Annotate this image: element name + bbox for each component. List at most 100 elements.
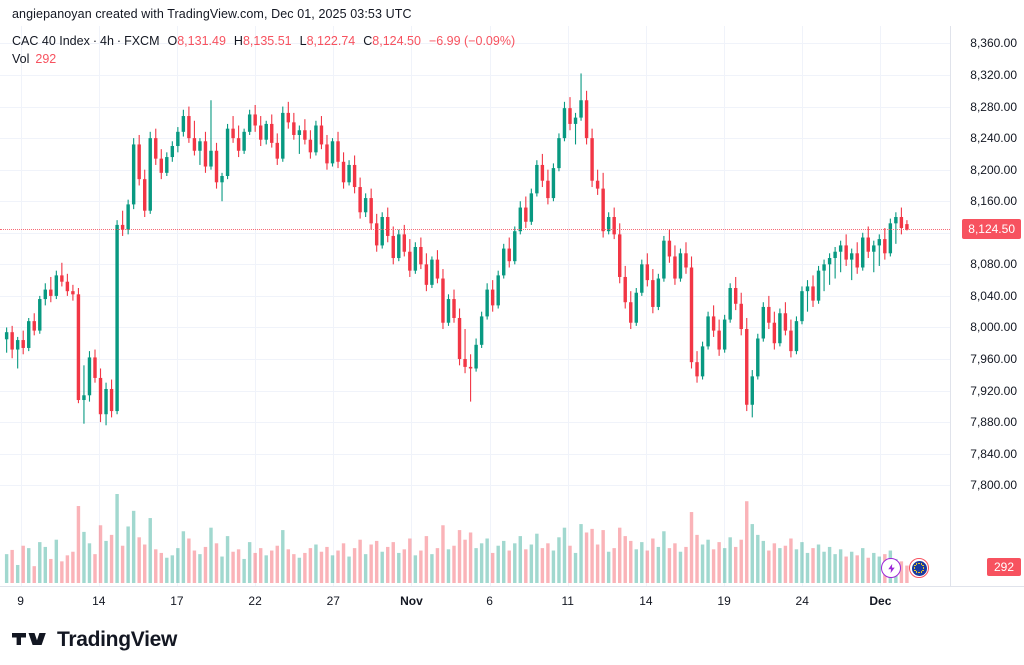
price-tick-label: 7,960.00 [970, 352, 1017, 366]
chart-legend: CAC 40 Index · 4h · FXCM O8,131.49 H8,13… [12, 33, 515, 68]
grid-line-horizontal [0, 169, 950, 171]
lightning-bolt-icon[interactable] [881, 558, 901, 578]
grid-line-horizontal [0, 232, 950, 234]
grid-line-vertical [176, 26, 178, 586]
legend-separator-1: · [92, 34, 97, 48]
time-tick-label: 11 [561, 594, 574, 608]
price-tick-label: 7,880.00 [970, 415, 1017, 430]
legend-low: L8,122.74 [300, 33, 356, 50]
legend-open-label: O [167, 34, 178, 48]
time-tick-label: 6 [486, 594, 493, 608]
tradingview-logo: TradingView [12, 624, 177, 654]
grid-line-horizontal [0, 485, 950, 487]
eu-flag-star [922, 567, 925, 569]
time-tick-label: Nov [400, 594, 423, 608]
current-price-line [0, 229, 950, 231]
grid-line-horizontal [0, 106, 950, 108]
eu-flag-star [913, 567, 916, 569]
grid-line-horizontal [0, 201, 950, 203]
eu-flag-star [914, 564, 916, 567]
time-scale-axis[interactable]: 9 14 17 22 27 Nov 6 11 14 19 24 Dec [0, 586, 1024, 615]
price-tick-label: 8,160.00 [970, 194, 1017, 209]
eu-flag-star [915, 563, 918, 565]
legend-volume-row: Vol 292 [12, 51, 515, 68]
time-tick-label: 17 [170, 594, 184, 608]
eu-flag-star [918, 571, 920, 574]
grid-line-vertical [411, 26, 413, 586]
eu-flag-star [914, 569, 916, 572]
grid-line-vertical [489, 26, 491, 586]
grid-line-vertical [645, 26, 647, 586]
price-tick-label: 7,920.00 [970, 383, 1017, 398]
price-tick-label: 8,360.00 [970, 36, 1017, 51]
lightning-bolt-glyph [887, 563, 895, 573]
price-tick-label: 7,840.00 [970, 446, 1017, 461]
legend-close: C8,124.50 [363, 33, 421, 50]
price-tick-label: 8,240.00 [970, 131, 1017, 146]
current-price-badge: 8,124.50 [962, 219, 1021, 240]
eu-flag-star [915, 571, 918, 573]
eu-flag-disc [911, 560, 927, 576]
grid-line-vertical [333, 26, 335, 586]
grid-line-horizontal [0, 138, 950, 140]
time-tick-label: 24 [795, 594, 809, 608]
candlestick-series [4, 73, 909, 583]
grid-line-horizontal [0, 453, 950, 455]
tradingview-mark-icon [12, 633, 46, 645]
tradingview-wordmark: TradingView [57, 627, 178, 651]
price-tick-label: 7,800.00 [970, 478, 1017, 493]
legend-high-label: H [233, 34, 243, 48]
grid-line-horizontal [0, 390, 950, 392]
legend-symbol[interactable]: CAC 40 Index [12, 34, 90, 48]
time-tick-label: Dec [869, 594, 892, 608]
grid-line-vertical [880, 26, 882, 586]
price-scale-axis[interactable]: 8,360.00 8,320.00 8,280.00 8,240.00 8,200.00… [950, 26, 1024, 586]
legend-open-value: 8,131.49 [177, 34, 226, 48]
grid-line-horizontal [0, 43, 950, 45]
legend-close-value: 8,124.50 [372, 34, 421, 48]
eu-flag-star [920, 563, 923, 565]
grid-line-vertical [20, 26, 22, 586]
grid-line-vertical [255, 26, 257, 586]
legend-high: H8,135.51 [234, 33, 292, 50]
price-tick-label: 8,280.00 [970, 99, 1017, 114]
eu-flag-star [920, 571, 923, 573]
legend-interval[interactable]: 4h [100, 34, 114, 48]
grid-line-horizontal [0, 327, 950, 329]
time-tick-label: 27 [326, 594, 340, 608]
time-tick-label: 9 [17, 594, 24, 608]
eu-flag-star [922, 564, 924, 567]
price-tick-label: 8,080.00 [970, 257, 1017, 272]
legend-low-label: L [299, 34, 307, 48]
time-tick-label: 22 [248, 594, 262, 608]
time-tick-label: 19 [717, 594, 731, 608]
legend-volume-value: 292 [35, 52, 57, 66]
legend-separator-2: · [116, 34, 122, 48]
price-tick-label: 8,320.00 [970, 68, 1017, 83]
eu-flag-star [918, 562, 920, 565]
price-tick-label: 8,000.00 [970, 320, 1017, 335]
eu-flag-icon[interactable] [909, 558, 929, 578]
legend-exchange: FXCM [124, 34, 160, 48]
legend-change: −6.99 (−0.09%) [428, 34, 516, 48]
grid-line-vertical [98, 26, 100, 586]
legend-volume-label[interactable]: Vol [12, 52, 30, 66]
time-tick-label: 14 [92, 594, 106, 608]
attribution-text: angiepanoyan created with TradingView.co… [12, 7, 412, 21]
grid-line-horizontal [0, 295, 950, 297]
eu-flag-star [922, 569, 924, 572]
grid-line-horizontal [0, 75, 950, 77]
time-tick-label: 14 [639, 594, 653, 608]
legend-close-label: C [363, 34, 373, 48]
legend-high-value: 8,135.51 [242, 34, 292, 48]
legend-low-value: 8,122.74 [306, 34, 356, 48]
price-tick-label: 8,040.00 [970, 288, 1017, 303]
chart-plot-area[interactable] [0, 26, 950, 586]
legend-open: O8,131.49 [168, 33, 226, 50]
grid-line-horizontal [0, 264, 950, 266]
grid-line-horizontal [0, 422, 950, 424]
grid-line-vertical [724, 26, 726, 586]
legend-main-row: CAC 40 Index · 4h · FXCM O8,131.49 H8,13… [12, 33, 515, 50]
grid-line-vertical [567, 26, 569, 586]
